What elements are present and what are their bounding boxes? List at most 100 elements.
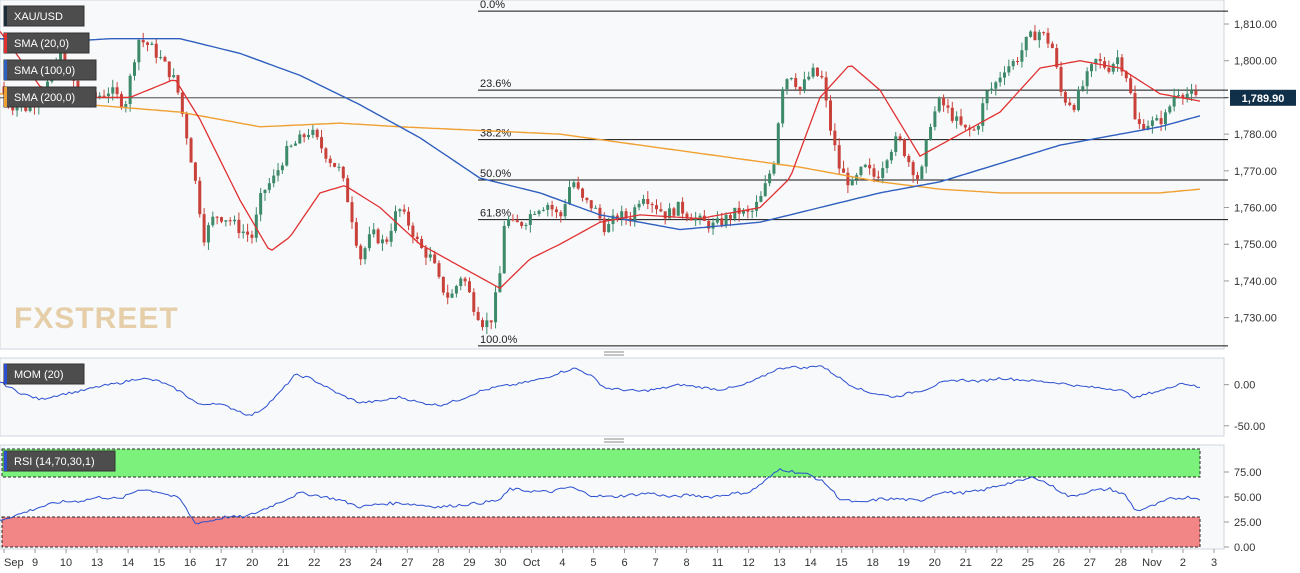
candle-body bbox=[1194, 90, 1198, 95]
candle-body bbox=[972, 129, 976, 131]
candle-body bbox=[172, 75, 176, 78]
mom-line bbox=[0, 365, 1201, 416]
candle-body bbox=[798, 86, 802, 90]
time-tick-label: 30 bbox=[494, 557, 506, 569]
candle-body bbox=[1042, 32, 1046, 34]
candle-body bbox=[963, 124, 967, 128]
candle-body bbox=[868, 164, 872, 169]
candle-body bbox=[902, 139, 906, 157]
candle-body bbox=[215, 216, 219, 218]
fib-label: 100.0% bbox=[480, 334, 518, 346]
legend-xauusd[interactable]: XAU/USD bbox=[3, 5, 85, 27]
candle-body bbox=[133, 62, 136, 76]
candle-body bbox=[206, 225, 210, 243]
fib-label: 61.8% bbox=[480, 208, 511, 220]
rsi-resize-handle[interactable] bbox=[604, 438, 624, 443]
candle-body bbox=[911, 162, 915, 176]
candle-body bbox=[337, 166, 341, 168]
fib-label: 38.2% bbox=[480, 128, 511, 140]
candle-body bbox=[811, 67, 815, 77]
time-tick-label: 29 bbox=[463, 557, 475, 569]
candle-body bbox=[467, 281, 471, 293]
candle-body bbox=[315, 129, 319, 138]
candle-body bbox=[655, 205, 658, 210]
candle-body bbox=[198, 180, 202, 215]
mom-resize-handle[interactable] bbox=[604, 351, 624, 356]
time-tick-label: Sep bbox=[4, 557, 24, 569]
candle-body bbox=[889, 151, 893, 161]
candle-body bbox=[898, 136, 902, 140]
candle-body bbox=[1016, 60, 1020, 62]
candle-body bbox=[367, 234, 371, 249]
candle-body bbox=[233, 219, 237, 222]
candle-body bbox=[1059, 67, 1063, 93]
legend-mom[interactable]: MOM (20) bbox=[3, 363, 85, 385]
candle-body bbox=[789, 78, 793, 80]
last-price-badge: 1,789.90 bbox=[1230, 89, 1296, 106]
candle-body bbox=[276, 170, 280, 176]
candle-body bbox=[346, 178, 350, 203]
candle-body bbox=[720, 218, 724, 225]
candle-body bbox=[185, 113, 189, 139]
candle-body bbox=[872, 168, 876, 177]
price-tick-label: 1,750.00 bbox=[1234, 239, 1277, 251]
time-tick-label: 12 bbox=[742, 557, 754, 569]
candle-body bbox=[446, 292, 450, 298]
candle-body bbox=[533, 213, 537, 215]
legend-sma100[interactable]: SMA (100,0) bbox=[3, 59, 97, 81]
candle-body bbox=[202, 214, 206, 243]
price-tick-label: 1,810.00 bbox=[1234, 19, 1277, 31]
time-tick-label: 26 bbox=[1053, 557, 1065, 569]
candle-body bbox=[759, 196, 763, 202]
legend-rsi[interactable]: RSI (14,70,30,1) bbox=[3, 450, 116, 472]
candle-body bbox=[1094, 58, 1098, 65]
candle-body bbox=[472, 292, 476, 312]
candle-body bbox=[211, 216, 215, 226]
candle-body bbox=[620, 211, 624, 219]
candle-body bbox=[1068, 102, 1072, 106]
candle-body bbox=[824, 77, 828, 101]
time-tick-label: 13 bbox=[774, 557, 786, 569]
candle-body bbox=[842, 168, 846, 173]
legend-sma200[interactable]: SMA (200,0) bbox=[3, 86, 97, 108]
candle-body bbox=[585, 197, 589, 201]
candle-body bbox=[1177, 95, 1180, 97]
candle-body bbox=[285, 146, 289, 166]
candle-body bbox=[685, 213, 689, 218]
candle-body bbox=[707, 220, 711, 229]
candle-body bbox=[241, 231, 245, 234]
candle-body bbox=[694, 217, 698, 221]
candle-body bbox=[459, 278, 463, 287]
candle-body bbox=[341, 166, 345, 179]
candle-body bbox=[150, 43, 154, 45]
candle-body bbox=[837, 145, 841, 169]
candle-body bbox=[937, 97, 941, 112]
price-axis: 1,730.00 1,740.00 1,750.00 1,760.00 1,770.00… bbox=[1224, 19, 1277, 554]
candle-body bbox=[794, 78, 798, 87]
candle-body bbox=[1190, 90, 1194, 94]
candle-body bbox=[454, 286, 458, 294]
candle-body bbox=[1120, 57, 1124, 72]
time-tick-label: 17 bbox=[215, 557, 227, 569]
candle-body bbox=[441, 276, 445, 293]
candle-body bbox=[1011, 60, 1015, 67]
time-tick-label: Nov bbox=[1142, 557, 1162, 569]
candle-body bbox=[498, 273, 502, 293]
candle-body bbox=[1103, 61, 1107, 68]
rsi-label: RSI (14,70,30,1) bbox=[14, 456, 95, 468]
legend-sma20[interactable]: SMA (20,0) bbox=[3, 32, 90, 54]
price-tick-label: 1,760.00 bbox=[1234, 203, 1277, 215]
candle-body bbox=[724, 214, 728, 225]
candle-body bbox=[433, 254, 437, 264]
mom-panel-bg bbox=[0, 357, 1225, 437]
time-tick-label: 16 bbox=[184, 557, 196, 569]
candle-body bbox=[193, 162, 197, 181]
candle-body bbox=[167, 61, 171, 78]
time-tick-label: 18 bbox=[867, 557, 879, 569]
candle-body bbox=[1033, 31, 1037, 41]
rsi-indicator bbox=[0, 468, 1201, 525]
candle-body bbox=[576, 182, 580, 189]
candle-body bbox=[180, 92, 184, 114]
candle-body bbox=[254, 214, 258, 238]
time-tick-label: 27 bbox=[1084, 557, 1096, 569]
